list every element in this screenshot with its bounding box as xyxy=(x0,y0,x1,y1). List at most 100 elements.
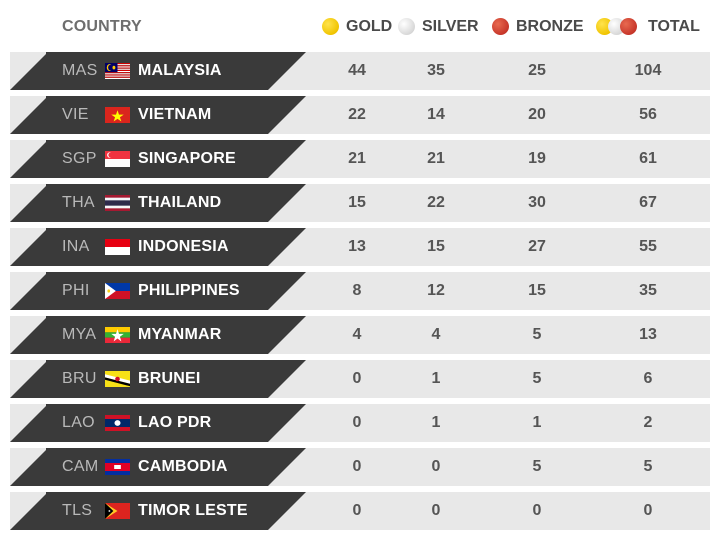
total-count: 0 xyxy=(643,502,653,519)
table-row: TLS TIMOR LESTE 0 0 0 0 xyxy=(10,492,710,530)
country-plate xyxy=(46,492,306,530)
gold-count: 8 xyxy=(352,282,362,299)
laos-flag-icon xyxy=(105,415,130,431)
silver-count: 4 xyxy=(431,326,441,343)
total-count: 2 xyxy=(643,414,653,431)
country-plate xyxy=(46,96,306,134)
table-row: LAO LAO PDR 0 1 1 2 xyxy=(10,404,710,442)
country-name: BRUNEI xyxy=(138,370,201,387)
country-name: VIETNAM xyxy=(138,106,212,123)
row-plate-edge xyxy=(10,52,48,90)
country-code: PHI xyxy=(62,282,90,299)
myanmar-flag-icon xyxy=(105,327,130,343)
timor-leste-flag-icon xyxy=(105,503,130,519)
country-code: BRU xyxy=(62,370,97,387)
gold-column-header: GOLD xyxy=(346,18,393,35)
table-row: CAM CAMBODIA 0 0 5 5 xyxy=(10,448,710,486)
gold-count: 0 xyxy=(352,458,362,475)
gold-count: 13 xyxy=(348,238,366,255)
row-plate-edge xyxy=(10,228,48,266)
country-plate xyxy=(46,140,306,178)
country-name: THAILAND xyxy=(138,194,222,211)
silver-count: 15 xyxy=(427,238,445,255)
country-plate xyxy=(46,272,306,310)
bronze-count: 5 xyxy=(532,458,542,475)
gold-count: 4 xyxy=(352,326,362,343)
table-header: COUNTRY GOLD SILVER BRONZE TOTAL xyxy=(0,0,720,52)
thailand-flag-icon xyxy=(105,195,130,211)
row-plate-edge xyxy=(10,448,48,486)
country-name: MALAYSIA xyxy=(138,62,222,79)
total-medals-icon xyxy=(596,18,642,35)
row-plate-edge xyxy=(10,272,48,310)
country-name: CAMBODIA xyxy=(138,458,228,475)
bronze-count: 19 xyxy=(528,150,546,167)
total-count: 104 xyxy=(634,62,662,79)
country-plate xyxy=(46,404,306,442)
country-name: TIMOR LESTE xyxy=(138,502,248,519)
gold-count: 0 xyxy=(352,414,362,431)
row-plate-edge xyxy=(10,360,48,398)
total-count: 6 xyxy=(643,370,653,387)
vietnam-flag-icon xyxy=(105,107,130,123)
bronze-count: 5 xyxy=(532,326,542,343)
country-name: SINGAPORE xyxy=(138,150,236,167)
cambodia-flag-icon xyxy=(105,459,130,475)
table-row: SGP SINGAPORE 21 21 19 61 xyxy=(10,140,710,178)
bronze-column-header: BRONZE xyxy=(516,18,584,35)
bronze-count: 30 xyxy=(528,194,546,211)
bronze-medal-icon xyxy=(492,18,509,35)
silver-count: 12 xyxy=(427,282,445,299)
table-row: MYA MYANMAR 4 4 5 13 xyxy=(10,316,710,354)
table-row: INA INDONESIA 13 15 27 55 xyxy=(10,228,710,266)
malaysia-flag-icon xyxy=(105,63,130,79)
silver-count: 0 xyxy=(431,502,441,519)
country-code: CAM xyxy=(62,458,99,475)
country-plate xyxy=(46,448,306,486)
silver-count: 1 xyxy=(431,414,441,431)
total-count: 56 xyxy=(639,106,657,123)
row-plate-edge xyxy=(10,316,48,354)
silver-column-header: SILVER xyxy=(422,18,479,35)
table-row: THA THAILAND 15 22 30 67 xyxy=(10,184,710,222)
country-code: MYA xyxy=(62,326,97,343)
country-code: VIE xyxy=(62,106,89,123)
country-name: MYANMAR xyxy=(138,326,222,343)
gold-count: 22 xyxy=(348,106,366,123)
gold-medal-icon xyxy=(322,18,339,35)
bronze-count: 20 xyxy=(528,106,546,123)
row-plate-edge xyxy=(10,96,48,134)
singapore-flag-icon xyxy=(105,151,130,167)
gold-count: 21 xyxy=(348,150,366,167)
row-plate-edge xyxy=(10,492,48,530)
table-row: VIE VIETNAM 22 14 20 56 xyxy=(10,96,710,134)
total-count: 13 xyxy=(639,326,657,343)
brunei-flag-icon xyxy=(105,371,130,387)
table-row: BRU BRUNEI 0 1 5 6 xyxy=(10,360,710,398)
silver-count: 14 xyxy=(427,106,445,123)
country-plate xyxy=(46,360,306,398)
gold-count: 0 xyxy=(352,502,362,519)
country-code: TLS xyxy=(62,502,93,519)
total-count: 67 xyxy=(639,194,657,211)
row-plate-edge xyxy=(10,140,48,178)
total-count: 55 xyxy=(639,238,657,255)
country-code: MAS xyxy=(62,62,98,79)
row-plate-edge xyxy=(10,184,48,222)
philippines-flag-icon xyxy=(105,283,130,299)
country-code: LAO xyxy=(62,414,95,431)
bronze-count: 5 xyxy=(532,370,542,387)
table-row: PHI PHILIPPINES 8 12 15 35 xyxy=(10,272,710,310)
row-plate-edge xyxy=(10,404,48,442)
country-plate xyxy=(46,52,306,90)
silver-count: 21 xyxy=(427,150,445,167)
silver-count: 35 xyxy=(427,62,445,79)
bronze-count: 25 xyxy=(528,62,546,79)
country-name: PHILIPPINES xyxy=(138,282,240,299)
gold-count: 0 xyxy=(352,370,362,387)
total-count: 35 xyxy=(639,282,657,299)
gold-count: 44 xyxy=(348,62,366,79)
silver-medal-icon xyxy=(398,18,415,35)
country-plate xyxy=(46,184,306,222)
country-name: INDONESIA xyxy=(138,238,229,255)
